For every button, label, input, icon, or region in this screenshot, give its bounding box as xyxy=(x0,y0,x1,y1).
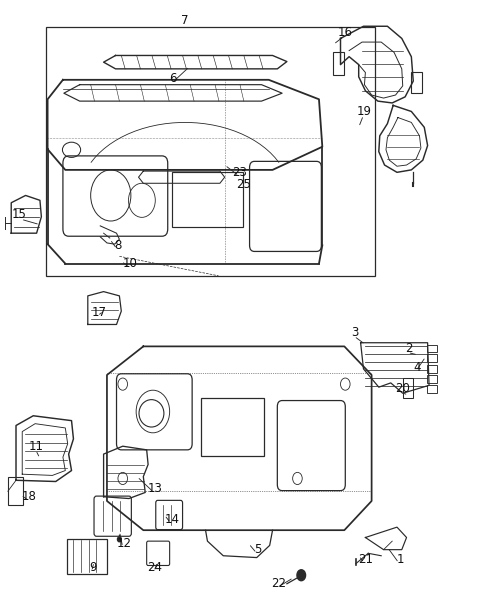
Text: 6: 6 xyxy=(169,72,177,85)
Text: 18: 18 xyxy=(22,490,37,503)
Bar xyxy=(8,477,23,504)
Circle shape xyxy=(118,537,121,542)
Text: 19: 19 xyxy=(357,105,372,118)
Text: 14: 14 xyxy=(165,513,180,526)
Text: 17: 17 xyxy=(91,306,106,319)
Text: 21: 21 xyxy=(358,553,373,566)
Text: 24: 24 xyxy=(147,561,162,575)
Text: 12: 12 xyxy=(117,537,132,550)
Text: 4: 4 xyxy=(413,361,421,373)
Text: 11: 11 xyxy=(29,440,44,453)
Text: 22: 22 xyxy=(271,577,286,590)
Text: 15: 15 xyxy=(12,209,26,221)
Text: 9: 9 xyxy=(89,561,96,575)
Bar xyxy=(427,365,437,373)
Text: 25: 25 xyxy=(236,178,251,191)
Bar xyxy=(333,52,344,75)
Bar xyxy=(403,378,413,398)
Text: 8: 8 xyxy=(114,239,121,252)
Text: 16: 16 xyxy=(338,26,353,39)
Bar xyxy=(172,172,243,227)
Text: 3: 3 xyxy=(351,326,359,339)
Text: 2: 2 xyxy=(405,342,412,355)
Bar xyxy=(46,27,375,276)
Bar xyxy=(427,345,437,353)
Bar xyxy=(427,354,437,362)
Text: 5: 5 xyxy=(254,543,262,556)
Text: 1: 1 xyxy=(396,553,404,566)
Text: 10: 10 xyxy=(122,257,137,270)
Bar xyxy=(427,375,437,383)
Text: 20: 20 xyxy=(396,382,410,395)
Bar xyxy=(67,539,108,574)
Text: 13: 13 xyxy=(147,483,162,495)
Text: 7: 7 xyxy=(181,13,189,27)
Circle shape xyxy=(297,570,306,581)
Text: 23: 23 xyxy=(233,166,247,179)
Bar xyxy=(411,72,422,93)
Bar xyxy=(427,385,437,393)
Bar xyxy=(201,398,264,456)
